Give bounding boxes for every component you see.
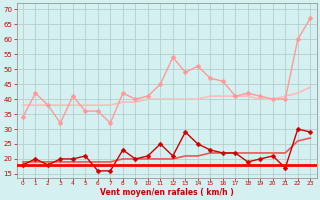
Text: ↗: ↗: [257, 176, 263, 185]
Text: ↗: ↗: [170, 176, 176, 185]
X-axis label: Vent moyen/en rafales ( km/h ): Vent moyen/en rafales ( km/h ): [100, 188, 234, 197]
Text: ↗: ↗: [57, 176, 64, 185]
Text: ↗: ↗: [195, 176, 201, 185]
Text: ↗: ↗: [145, 176, 151, 185]
Text: ↗: ↗: [282, 176, 288, 185]
Text: ↗: ↗: [207, 176, 213, 185]
Text: ↗: ↗: [70, 176, 76, 185]
Text: ↗: ↗: [120, 176, 126, 185]
Text: ↗: ↗: [220, 176, 226, 185]
Text: ↗: ↗: [244, 176, 251, 185]
Text: ↗: ↗: [32, 176, 39, 185]
Text: ↗: ↗: [182, 176, 188, 185]
Text: ↗: ↗: [157, 176, 164, 185]
Text: ↗: ↗: [20, 176, 26, 185]
Text: ↗: ↗: [232, 176, 238, 185]
Text: ↗: ↗: [107, 176, 114, 185]
Text: ↗: ↗: [95, 176, 101, 185]
Text: ↗: ↗: [270, 176, 276, 185]
Text: ↗: ↗: [82, 176, 89, 185]
Text: ↗: ↗: [45, 176, 51, 185]
Text: ↗: ↗: [132, 176, 139, 185]
Text: ↗: ↗: [295, 176, 301, 185]
Text: ↗: ↗: [307, 176, 314, 185]
